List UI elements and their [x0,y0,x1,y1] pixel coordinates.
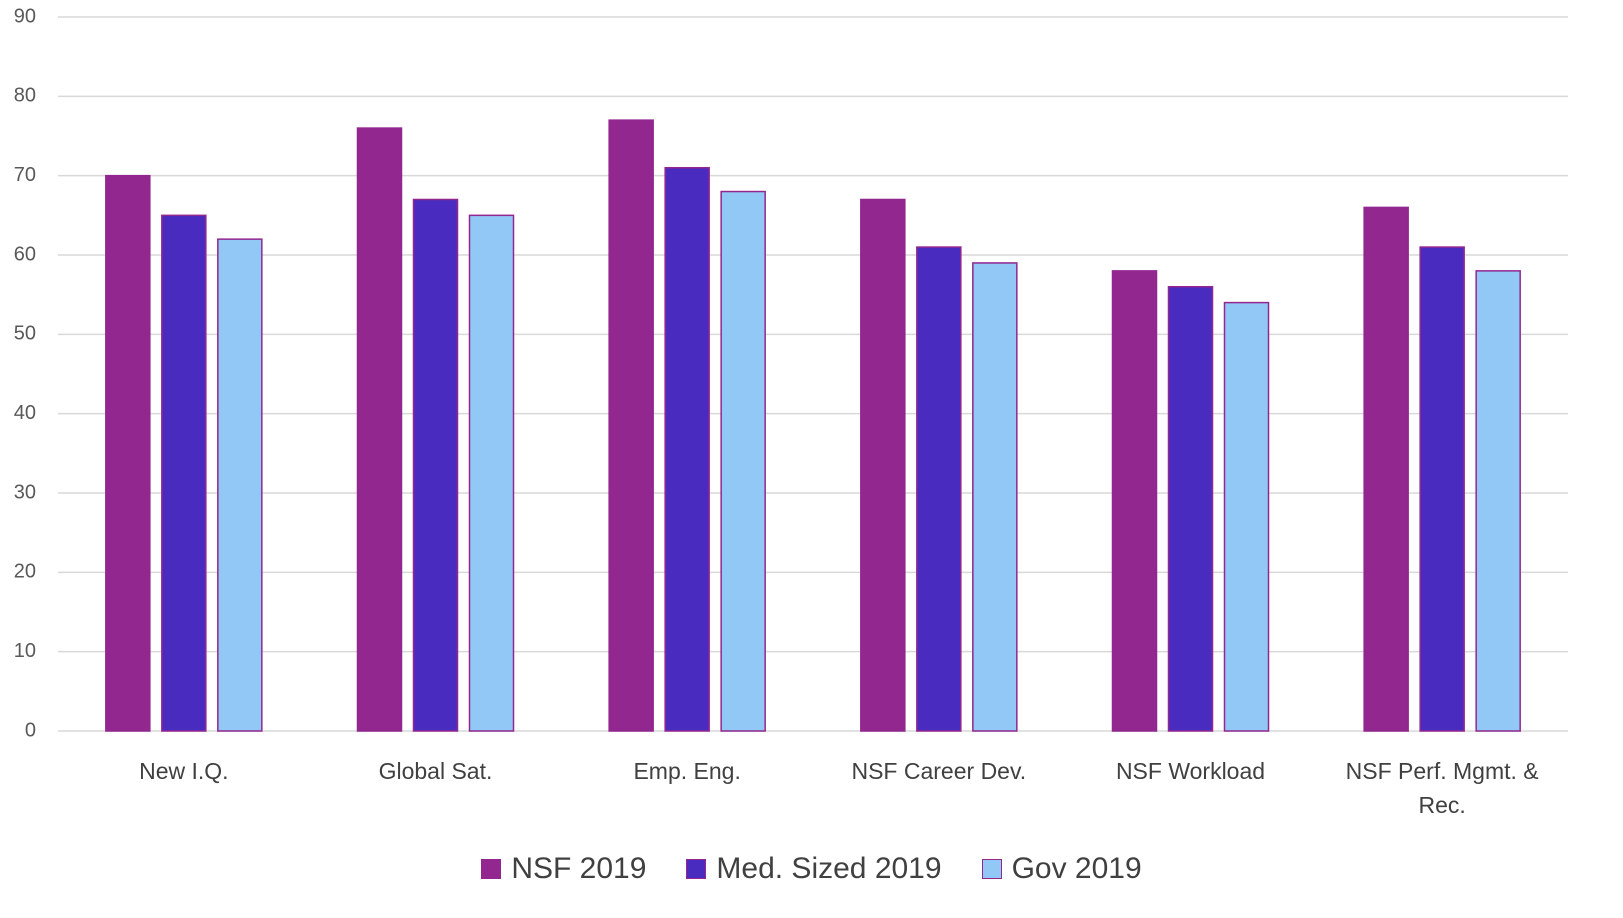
bar [1167,285,1214,732]
y-tick-label: 80 [14,85,36,107]
legend-swatch [481,859,502,879]
y-tick-label: 40 [14,402,36,424]
y-tick-label: 50 [14,323,36,345]
legend-item: NSF 2019 [481,852,646,886]
bar [412,198,459,732]
legend-label: NSF 2019 [511,852,647,885]
legend-swatch [981,859,1002,879]
bar [720,190,766,732]
bar [608,119,654,732]
bar [356,127,403,732]
bar [1475,270,1521,732]
legend-swatch [686,859,707,879]
x-tick-label: NSF Workload [1115,758,1266,784]
y-tick-label: 60 [14,243,36,265]
x-tick-label: NSF Career Dev. [851,758,1027,784]
x-tick-label: New I.Q. [139,758,229,784]
x-tick-label: NSF Perf. Mgmt. & Rec. [1345,758,1539,818]
bar [161,214,207,732]
bar [972,262,1018,732]
y-tick-label: 90 [14,5,36,27]
bar [1363,206,1409,732]
bar [217,238,263,732]
legend-label: Med. Sized 2019 [716,852,942,885]
y-tick-label: 10 [14,640,36,662]
y-tick-label: 20 [14,561,36,583]
y-tick-label: 30 [14,481,36,503]
bar [664,166,710,732]
legend-item: Gov 2019 [981,852,1142,886]
y-tick-label: 70 [14,164,36,186]
bar [916,246,962,732]
legend: NSF 2019 Med. Sized 2019 Gov 2019 [0,852,1623,886]
x-tick-label: Emp. Eng. [633,758,741,784]
bar [1111,270,1158,732]
legend-label: Gov 2019 [1011,852,1142,885]
bar [1223,301,1270,732]
x-tick-label: Global Sat. [378,758,493,784]
bar [468,214,515,732]
plot-area: 0 10 20 30 40 50 60 70 80 90 [14,5,1568,741]
legend-item: Med. Sized 2019 [686,852,942,886]
bar [1419,246,1465,732]
bar [860,198,906,732]
y-tick-label: 0 [25,719,36,741]
bar [105,174,151,732]
